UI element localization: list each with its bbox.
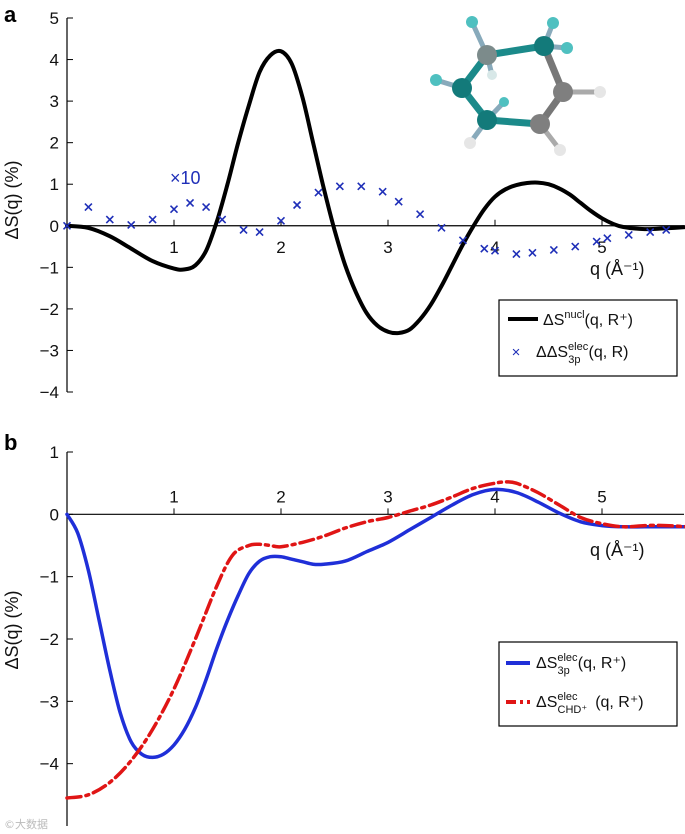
x-tick-label: 2 (276, 238, 285, 257)
y-tick-label: 0 (50, 505, 59, 524)
data-point-x-marker (357, 182, 366, 191)
scale-annotation: ×10 (170, 168, 201, 188)
data-point-x-marker (603, 234, 612, 243)
y-tick-label: 3 (50, 92, 59, 111)
data-point-x-marker (592, 237, 601, 246)
data-point-x-marker (378, 187, 387, 196)
panel-a-legend: ΔSnucl(q, R⁺) × ΔΔSelec 3p (q, R) (498, 299, 678, 377)
panel-b-xlabel: q (Å⁻¹) (590, 540, 645, 560)
data-point-x-marker (662, 225, 671, 234)
panel-b-ylabel: ΔS(q) (%) (2, 590, 22, 669)
data-point-x-marker (255, 227, 264, 237)
y-tick-label: −4 (40, 383, 59, 402)
data-point-x-marker (646, 227, 655, 237)
data-point-x-marker (480, 244, 489, 253)
y-tick-label: −1 (40, 568, 59, 587)
panel-a-xlabel: q (Å⁻¹) (590, 259, 645, 279)
data-point-x-marker (437, 223, 446, 232)
legend-b-3p-label: ΔSelec 3p (q, R⁺) (536, 652, 626, 677)
data-point-x-marker (528, 248, 537, 257)
x-tick-label: 1 (169, 238, 178, 257)
data-point-x-marker (62, 221, 72, 230)
data-point-x-marker (549, 245, 558, 254)
legend-a-elec-swatch: × (512, 344, 521, 361)
y-tick-label: 1 (50, 443, 59, 462)
data-point-x-marker (105, 215, 114, 224)
data-point-x-marker (202, 203, 211, 212)
legend-b-chd-label: ΔSelec CHD⁺ (q, R⁺) (536, 691, 644, 716)
data-point-x-marker (335, 182, 344, 191)
data-point-x-marker (394, 197, 403, 206)
panel-b-legend: ΔSelec 3p (q, R⁺) ΔSelec CHD⁺ (q, R⁺) (498, 641, 678, 727)
data-point-x-marker (218, 215, 227, 224)
data-point-x-marker (84, 203, 93, 212)
y-tick-label: −3 (40, 692, 59, 711)
data-point-x-marker (571, 242, 580, 251)
data-point-x-marker (416, 210, 425, 219)
series-line-a-0 (65, 48, 685, 336)
data-point-x-marker (127, 220, 136, 230)
y-tick-label: −2 (40, 630, 59, 649)
legend-b-box (498, 641, 678, 727)
y-tick-label: 5 (50, 9, 59, 28)
y-tick-label: −1 (40, 258, 59, 277)
data-point-x-marker (490, 246, 500, 255)
legend-a-box (498, 299, 678, 377)
data-point-x-marker (458, 236, 467, 245)
x-tick-label: 3 (383, 238, 392, 257)
data-point-x-marker (239, 225, 248, 234)
panel-a-label: a (4, 2, 17, 27)
y-tick-label: 2 (50, 134, 59, 153)
molecule-illustration (430, 16, 606, 156)
x-tick-label: 5 (597, 487, 606, 506)
data-point-x-marker (169, 205, 179, 214)
series-line-b-1 (65, 480, 685, 800)
series-line-b-0 (65, 487, 685, 760)
data-point-x-marker (148, 215, 157, 224)
panel-a-chart: −4 −3 −2 −1 0 1 2 3 4 5 1 2 3 4 5 (40, 9, 685, 402)
y-tick-label: −2 (40, 300, 59, 319)
x-tick-label: 2 (276, 487, 285, 506)
data-point-x-marker (292, 200, 302, 210)
data-point-x-marker (276, 216, 286, 225)
legend-a-nucl-label: ΔSnucl(q, R⁺) (543, 309, 633, 329)
y-tick-label: 0 (50, 217, 59, 236)
panel-b-label: b (4, 430, 17, 455)
watermark-text: ©大数据 (4, 817, 48, 831)
x-tick-label: 5 (597, 238, 606, 257)
x-tick-label: 1 (169, 487, 178, 506)
data-point-x-marker (185, 198, 195, 207)
data-point-x-marker (512, 249, 521, 259)
panel-a-ylabel: ΔS(q) (%) (2, 160, 22, 239)
x-tick-label: 3 (383, 487, 392, 506)
y-tick-label: 4 (50, 51, 59, 70)
x-tick-label: 4 (490, 487, 499, 506)
legend-a-elec-label: ΔΔSelec 3p (q, R) (536, 341, 628, 366)
data-point-x-marker (314, 188, 323, 197)
panel-b-chart: −4 −3 −2 −1 0 1 1 2 3 4 5 (40, 443, 685, 826)
y-tick-label: −4 (40, 755, 59, 774)
x-tick-label: 4 (490, 238, 499, 257)
data-point-x-marker (624, 230, 633, 239)
y-tick-label: 1 (50, 175, 59, 194)
y-tick-label: −3 (40, 341, 59, 360)
